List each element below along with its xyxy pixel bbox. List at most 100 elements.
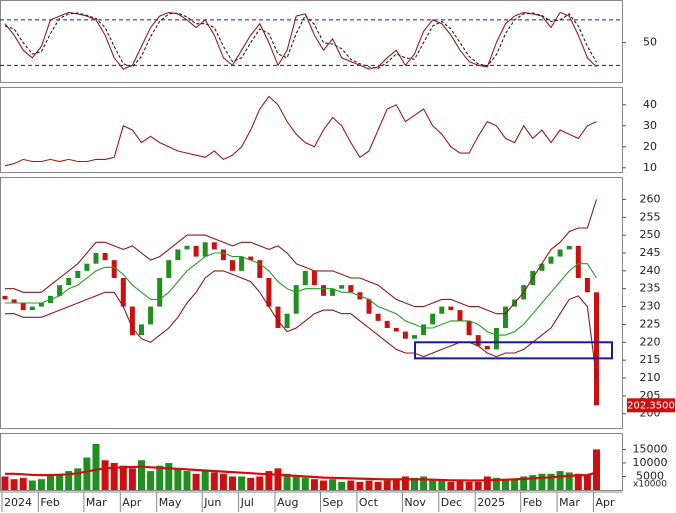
candle-body (184, 245, 190, 250)
candle-body (557, 249, 563, 257)
volume-bar (338, 481, 346, 490)
x-tick-label: Jun (203, 496, 221, 509)
candle-body (503, 306, 508, 328)
y-tick-label: 50 (643, 36, 657, 49)
volume-bar (447, 481, 455, 490)
candle-body (193, 245, 199, 257)
volume-bar (165, 462, 173, 490)
volume-bar (119, 465, 127, 490)
last-price-box (627, 398, 675, 413)
volume-bar (347, 480, 355, 490)
candle-body (321, 285, 326, 296)
line-series (4, 12, 597, 69)
candle-body (393, 328, 399, 332)
candle-body (239, 256, 245, 271)
x-tick-label: 2024 (4, 496, 32, 509)
volume-bar (520, 476, 528, 490)
x-tick-label: Sep (323, 496, 344, 509)
candle-body (66, 278, 72, 286)
volume-bar (174, 468, 182, 490)
candle-body (139, 324, 144, 336)
volume-bar (219, 473, 227, 490)
candle-body (457, 310, 463, 321)
candle-body (75, 270, 81, 278)
candle-body (29, 306, 35, 311)
y-tick-label: 235 (640, 282, 661, 295)
y-tick-label: 215 (640, 353, 661, 366)
volume-bar (301, 477, 309, 490)
candle-body (57, 285, 63, 296)
volume-bar (465, 481, 473, 490)
candle-body (211, 242, 217, 250)
candle-body (38, 303, 44, 307)
candle-body (102, 253, 108, 261)
candle-body (412, 335, 417, 339)
volume-bar (292, 476, 300, 490)
y-tick-label: 230 (640, 300, 661, 313)
volume-bar (392, 479, 400, 490)
volume-bar (583, 475, 591, 490)
volume-bar (492, 477, 500, 490)
volume-bar (538, 473, 546, 490)
volume-bar (83, 457, 91, 490)
line-series (4, 11, 597, 70)
volume-bar (529, 475, 537, 490)
volume-bar (383, 480, 391, 490)
volume-bar (593, 449, 600, 490)
y-tick-label: 250 (640, 228, 661, 241)
x-tick-label: Mar (86, 496, 107, 509)
y-tick-label: 245 (640, 246, 661, 259)
volume-bar (547, 473, 555, 490)
x-tick-label: Aug (277, 496, 298, 509)
candle-body (93, 253, 99, 264)
volume-bar (283, 473, 291, 490)
x-tick-label: Jul (240, 496, 254, 509)
candle-body (493, 328, 499, 350)
y-tick-label: 15000 (633, 442, 668, 455)
volume-bar (128, 468, 136, 490)
volume-bar (192, 473, 200, 490)
volume-bar (411, 477, 418, 490)
y-tick-label: 255 (640, 210, 661, 223)
volume-unit: x10000 (633, 480, 667, 490)
volume-bar (37, 479, 45, 490)
candle-body (566, 245, 572, 250)
volume-bar (329, 479, 337, 490)
candle-body (339, 285, 345, 289)
volume-bar (183, 471, 191, 490)
volume-bar (47, 475, 54, 490)
volume-bar (511, 479, 519, 490)
volume-bar (565, 472, 573, 490)
candle-body (539, 263, 545, 271)
candle-body (402, 331, 408, 339)
panel-frame (0, 177, 623, 429)
volume-bar (310, 479, 318, 490)
candle-body (129, 306, 135, 336)
y-tick-label: 210 (640, 371, 661, 384)
volume-bar (1, 476, 9, 490)
volume-bar (10, 479, 18, 490)
candle-body (157, 278, 163, 307)
volume-bar (365, 480, 373, 490)
candle-body (548, 256, 554, 264)
x-tick-label: Apr (596, 496, 616, 509)
candle-body (275, 306, 281, 328)
candle-body (166, 260, 172, 278)
y-tick-label: 260 (640, 192, 661, 205)
y-tick-label: 10000 (633, 456, 668, 469)
volume-bar (138, 460, 145, 490)
volume-bar (265, 471, 273, 490)
candle-body (20, 303, 26, 311)
panel-frame (0, 433, 623, 491)
x-tick-label: 2025 (477, 496, 505, 509)
candle-body (384, 320, 390, 328)
candle-body (111, 260, 117, 278)
y-tick-label: 240 (640, 264, 661, 277)
volume-bar (101, 460, 109, 490)
candle-body (575, 245, 581, 278)
volume-bar (256, 476, 264, 490)
volume-bar (92, 444, 100, 490)
volume-bar (274, 468, 282, 490)
candle-body (257, 260, 263, 278)
